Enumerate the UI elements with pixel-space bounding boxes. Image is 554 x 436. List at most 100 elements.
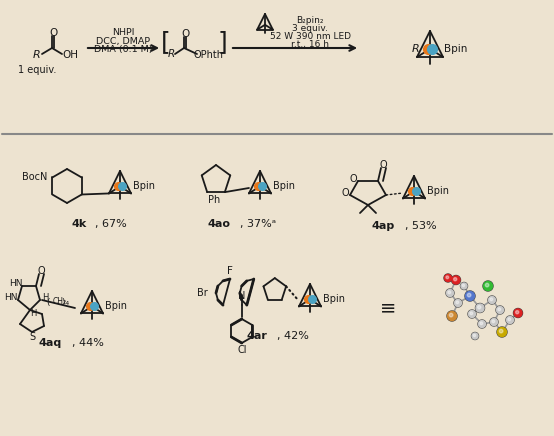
Text: F: F	[227, 266, 233, 276]
Circle shape	[490, 319, 497, 326]
Circle shape	[483, 281, 493, 291]
Text: , 37%ᵃ: , 37%ᵃ	[240, 219, 276, 229]
Circle shape	[478, 306, 481, 309]
Text: ]: ]	[217, 30, 227, 54]
Text: HN: HN	[9, 279, 23, 289]
Circle shape	[462, 284, 465, 286]
Circle shape	[469, 310, 475, 317]
Circle shape	[473, 334, 475, 337]
Text: OPhth: OPhth	[194, 50, 224, 60]
Circle shape	[465, 291, 475, 301]
Text: Bpin: Bpin	[323, 294, 345, 304]
Text: ≡: ≡	[380, 299, 396, 317]
Text: 52 W 390 nm LED: 52 W 390 nm LED	[269, 33, 351, 41]
Circle shape	[478, 320, 486, 328]
Text: O: O	[379, 160, 387, 170]
Text: Br: Br	[197, 288, 208, 298]
Circle shape	[447, 290, 454, 296]
Text: , 42%: , 42%	[277, 331, 309, 341]
Circle shape	[484, 282, 493, 290]
Circle shape	[514, 309, 522, 317]
Circle shape	[472, 333, 478, 339]
Circle shape	[490, 318, 498, 326]
Circle shape	[468, 293, 471, 297]
Text: R: R	[411, 44, 419, 54]
Text: BocN: BocN	[22, 171, 47, 181]
Text: r.t., 16 h: r.t., 16 h	[291, 41, 329, 50]
Circle shape	[475, 303, 485, 313]
Circle shape	[446, 276, 449, 279]
Circle shape	[444, 274, 452, 282]
Text: , 44%: , 44%	[72, 338, 104, 348]
Text: O: O	[181, 29, 189, 39]
Circle shape	[447, 311, 457, 321]
Text: H: H	[42, 293, 48, 302]
Circle shape	[485, 283, 489, 287]
Circle shape	[452, 276, 460, 284]
Text: Bpin: Bpin	[273, 181, 295, 191]
Text: (    )₄: ( )₄	[48, 297, 70, 307]
Circle shape	[508, 318, 511, 321]
Circle shape	[448, 311, 456, 320]
Circle shape	[496, 306, 504, 314]
Text: Cl: Cl	[237, 345, 247, 355]
Circle shape	[488, 296, 496, 304]
Text: O: O	[341, 188, 349, 198]
Circle shape	[460, 283, 468, 290]
Text: 4ao: 4ao	[207, 219, 230, 229]
Circle shape	[465, 292, 474, 300]
Circle shape	[479, 320, 485, 327]
Circle shape	[454, 299, 462, 307]
Text: Bpin: Bpin	[444, 44, 468, 54]
Text: Bpin: Bpin	[427, 186, 449, 196]
Circle shape	[454, 278, 457, 281]
Text: DCC, DMAP: DCC, DMAP	[96, 37, 150, 46]
Circle shape	[498, 308, 501, 311]
Circle shape	[454, 300, 461, 307]
Text: Bpin: Bpin	[105, 301, 127, 311]
Text: 4ap: 4ap	[372, 221, 395, 231]
Circle shape	[492, 320, 495, 323]
Text: H: H	[30, 310, 36, 319]
Circle shape	[496, 307, 504, 313]
Text: , 67%: , 67%	[95, 219, 127, 229]
Circle shape	[497, 327, 507, 337]
Circle shape	[449, 313, 453, 317]
Text: NHPI: NHPI	[112, 28, 134, 37]
Text: , 53%: , 53%	[405, 221, 437, 231]
Text: 4ar: 4ar	[246, 331, 267, 341]
Text: Ph: Ph	[208, 195, 220, 205]
Circle shape	[516, 310, 519, 314]
Circle shape	[452, 276, 460, 285]
Circle shape	[506, 316, 514, 324]
Text: R: R	[33, 50, 41, 60]
Text: 4k: 4k	[72, 219, 87, 229]
Text: Bpin: Bpin	[133, 181, 155, 191]
Circle shape	[490, 298, 493, 301]
Circle shape	[446, 289, 454, 297]
Circle shape	[476, 304, 484, 312]
Text: DMA (0.1 M): DMA (0.1 M)	[94, 45, 152, 54]
Text: [: [	[161, 30, 171, 54]
Text: 4aq: 4aq	[39, 338, 62, 348]
Circle shape	[489, 296, 495, 303]
Text: OH: OH	[62, 50, 78, 60]
Circle shape	[497, 327, 506, 337]
Text: B₂pin₂: B₂pin₂	[296, 17, 324, 25]
Circle shape	[480, 322, 483, 325]
Circle shape	[499, 329, 503, 333]
Circle shape	[456, 301, 459, 304]
Text: 1 equiv.: 1 equiv.	[18, 65, 56, 75]
Circle shape	[448, 291, 451, 294]
Text: O: O	[37, 266, 45, 276]
Circle shape	[470, 312, 473, 315]
Text: O: O	[49, 28, 57, 38]
Circle shape	[514, 309, 522, 317]
Circle shape	[468, 310, 476, 318]
Text: O: O	[349, 174, 357, 184]
Text: R: R	[167, 49, 175, 59]
Text: N: N	[238, 291, 245, 301]
Circle shape	[506, 317, 514, 324]
Text: 3 equiv.: 3 equiv.	[292, 24, 328, 34]
Text: S: S	[29, 332, 35, 342]
